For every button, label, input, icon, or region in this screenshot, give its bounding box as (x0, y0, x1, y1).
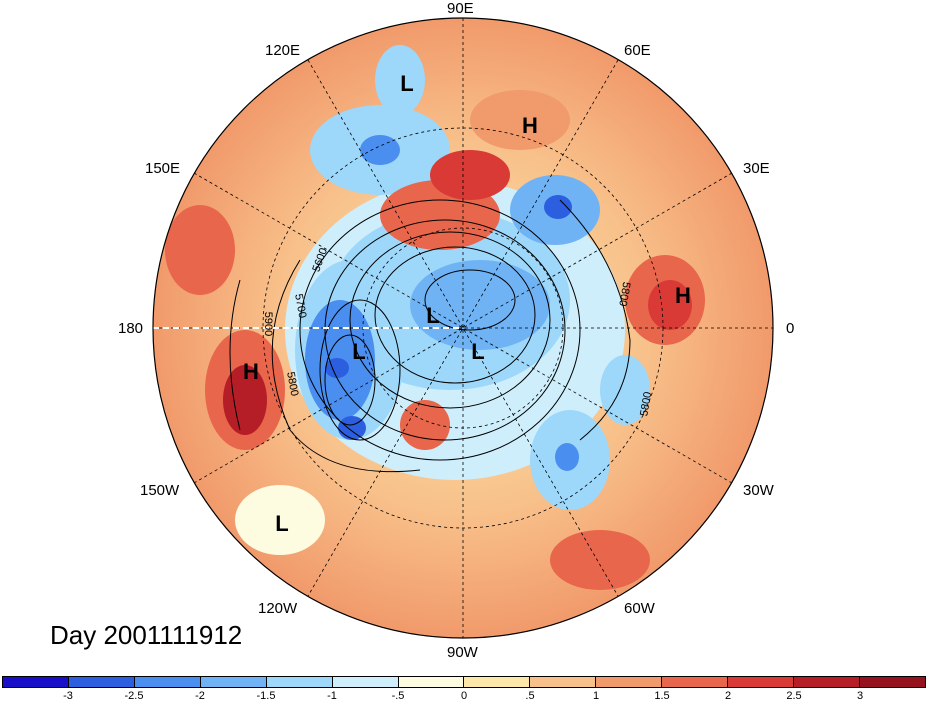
low-center-pacific-north: L (352, 339, 366, 364)
low-center-east-pacific: L (275, 511, 289, 536)
colorbar-segment (332, 677, 399, 687)
colorbar-segment (794, 677, 860, 687)
map-boundary (152, 17, 774, 639)
colorbar-segment (596, 677, 663, 687)
lon-label-150w: 150W (140, 482, 180, 499)
colorbar-segment (3, 677, 69, 687)
colorbar-tick-label: 2 (724, 690, 732, 702)
low-center-arctic-1: L (426, 303, 440, 328)
colorbar-segment (266, 677, 333, 687)
colorbar-tick-label: .5 (525, 690, 535, 702)
date-label: Day 2001111912 (50, 620, 243, 650)
colorbar-tick-label: -2 (195, 690, 205, 702)
colorbar-segment (662, 677, 729, 687)
height-contours (229, 199, 631, 473)
colorbar-tick-label: 2.5 (786, 690, 802, 702)
colorbar-segment (859, 677, 925, 687)
lon-label-120w: 120W (258, 600, 298, 617)
colorbar-segment (134, 677, 201, 687)
colorbar-tick-label: -1 (327, 690, 337, 702)
high-center-pacific: H (243, 359, 259, 384)
colorbar-tick-label: -3 (63, 690, 73, 702)
high-center-europe-africa: H (675, 283, 691, 308)
colorbar-tick-label: -1.5 (256, 690, 276, 702)
lon-label-180: 180 (118, 320, 144, 337)
lon-label-60e: 60E (624, 42, 651, 59)
lon-label-90e: 90E (447, 0, 474, 17)
lon-label-120e: 120E (265, 42, 301, 59)
high-center-central-asia: H (522, 113, 538, 138)
colorbar-segment (398, 677, 465, 687)
colorbar-segment (200, 677, 267, 687)
colorbar-segment (464, 677, 531, 687)
low-center-siberia: L (400, 71, 414, 96)
colorbar-tick-label: 0 (460, 690, 468, 702)
lon-label-150e: 150E (145, 160, 181, 177)
colorbar-segment (728, 677, 795, 687)
lon-label-30w: 30W (743, 482, 774, 499)
low-center-arctic-2: L (471, 339, 485, 364)
lon-label-90w: 90W (447, 644, 478, 661)
colorbar (2, 676, 926, 688)
colorbar-tick-label: 1 (592, 690, 600, 702)
colorbar-segment (68, 677, 135, 687)
anomaly-field (153, 18, 773, 638)
lon-label-60w: 60W (624, 600, 655, 617)
colorbar-tick-label: 1.5 (654, 690, 670, 702)
colorbar-tick-label: -2.5 (124, 690, 144, 702)
contour-label-5900: 5900 (262, 311, 275, 337)
lon-label-30e: 30E (743, 160, 770, 177)
lon-label-0: 0 (786, 320, 795, 337)
colorbar-tick-label: -.5 (391, 690, 405, 702)
colorbar-segment (530, 677, 597, 687)
colorbar-tick-label: 3 (856, 690, 864, 702)
